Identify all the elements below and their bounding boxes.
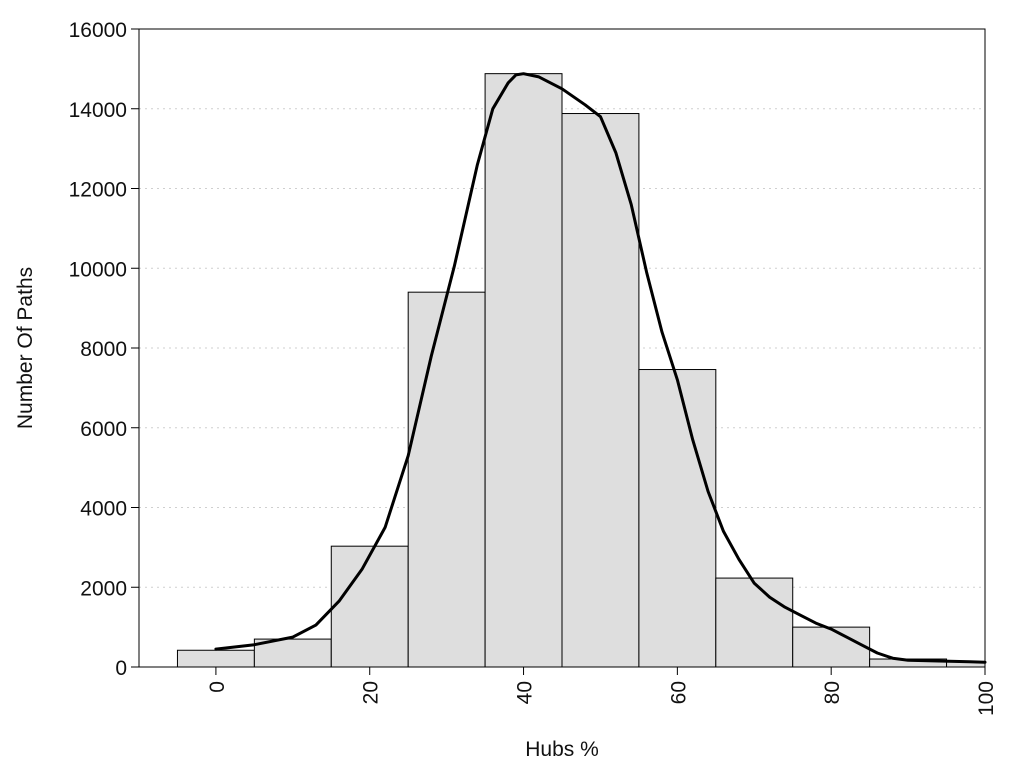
histogram-bar: [330, 545, 409, 668]
histogram-bar: [715, 577, 794, 668]
y-axis-title: Number Of Paths: [14, 267, 37, 429]
histogram-bar: [176, 649, 255, 668]
x-tick-label: 0: [206, 681, 229, 693]
histogram-bar: [484, 73, 563, 668]
x-tick-label: 80: [821, 681, 844, 704]
y-tick-label: 14000: [69, 99, 127, 122]
histogram-bar: [561, 113, 640, 668]
ticks-layer: 0 2000 4000 6000 8000 10000 12000 14000 16000 0 20…: [69, 19, 998, 716]
histogram-bar: [638, 369, 717, 668]
x-tick-label: 20: [360, 681, 383, 704]
y-tick-label: 10000: [69, 258, 127, 281]
y-tick-label: 12000: [69, 179, 127, 202]
y-tick-label: 4000: [80, 498, 127, 521]
x-tick-label: 40: [514, 681, 537, 704]
y-tick-label: 2000: [80, 577, 127, 600]
bars-layer: [176, 73, 986, 668]
histogram-bar: [407, 291, 486, 668]
x-tick-label: 100: [975, 681, 998, 716]
x-axis-title: Hubs %: [525, 738, 599, 761]
histogram-bar: [253, 638, 332, 668]
y-tick-label: 6000: [80, 418, 127, 441]
y-tick-label: 16000: [69, 19, 127, 42]
density-curve: [214, 72, 987, 664]
y-tick-label: 8000: [80, 338, 127, 361]
x-tick-label: 60: [667, 681, 690, 704]
histogram-bar: [792, 626, 871, 668]
y-tick-label: 0: [115, 657, 127, 680]
density-curve-layer: [214, 72, 987, 664]
